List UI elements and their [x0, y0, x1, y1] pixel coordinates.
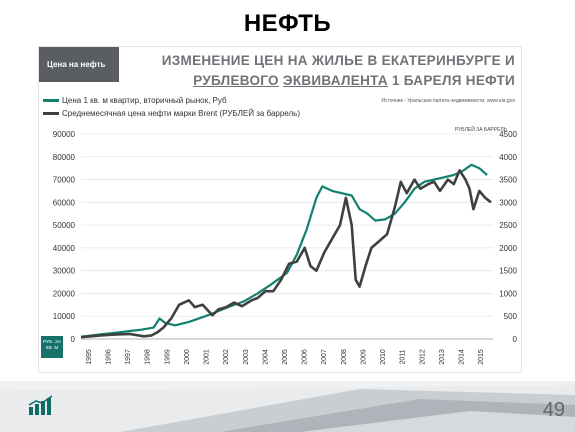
chart-title: ИЗМЕНЕНИЕ ЦЕН НА ЖИЛЬЕ В ЕКАТЕРИНБУРГЕ И… — [155, 51, 515, 91]
y-left-tick-label: 30000 — [53, 267, 76, 276]
y-right-tick-label: 4000 — [499, 153, 517, 162]
legend-label-housing: Цена 1 кв. м квартир, вторичный рынок, Р… — [62, 96, 227, 105]
slide-title: НЕФТЬ — [243, 10, 332, 37]
left-axis-unit: РУБ. ЗА КВ. М — [41, 336, 63, 358]
legend-swatch-oil — [43, 112, 59, 115]
x-tick-label: 2009 — [360, 349, 367, 365]
x-tick-label: 2001 — [204, 349, 211, 365]
y-left-tick-label: 60000 — [53, 198, 76, 207]
x-tick-label: 2008 — [341, 349, 348, 365]
source-note: Источник - Уральская палата недвижимости… — [381, 98, 515, 104]
x-tick-label: 2005 — [282, 349, 289, 365]
x-tick-label: 2010 — [380, 349, 387, 365]
y-left-tick-label: 20000 — [53, 289, 76, 298]
y-right-tick-label: 2000 — [499, 244, 517, 253]
x-tick-label: 2011 — [400, 349, 407, 364]
chart-logo-icon — [28, 395, 53, 415]
y-right-tick-label: 2500 — [499, 221, 517, 230]
legend-item-housing: Цена 1 кв. м квартир, вторичный рынок, Р… — [43, 94, 300, 107]
y-right-tick-label: 4500 — [499, 130, 517, 139]
chart-card: 0 10000 20000 30000 40000 50000 60000 70000 8000… — [38, 46, 522, 373]
x-tick-label: 2007 — [321, 349, 328, 365]
y-left-tick-label: 40000 — [53, 244, 76, 253]
y-left-tick-label: 90000 — [53, 130, 76, 139]
legend-label-oil: Среднемесячная цена нефти марки Brent (Р… — [62, 109, 300, 118]
x-tick-label: 2013 — [439, 349, 446, 365]
page-number: 49 — [542, 399, 565, 421]
x-tick-label: 1997 — [125, 349, 132, 365]
footer-band — [0, 381, 575, 432]
chart-tag: Цена на нефть — [39, 47, 119, 82]
chart-title-line2: РУБЛЕВОГО ЭКВИВАЛЕНТА 1 БАРЕЛЯ НЕФТИ — [155, 71, 515, 91]
y-right-tick-label: 1500 — [499, 267, 517, 276]
line-chart: 0100002000030000400005000060000700008000… — [53, 130, 518, 365]
y-right-tick-label: 500 — [504, 312, 518, 321]
legend-item-oil: Среднемесячная цена нефти марки Brent (Р… — [43, 107, 300, 120]
x-tick-label: 1998 — [145, 349, 152, 365]
series-line-housing — [80, 163, 488, 338]
y-left-tick-label: 10000 — [53, 312, 76, 321]
y-right-tick-label: 3000 — [499, 198, 517, 207]
x-tick-label: 2006 — [302, 349, 309, 365]
x-tick-label: 2004 — [262, 349, 269, 365]
x-tick-label: 2003 — [243, 349, 250, 365]
y-left-tick-label: 0 — [71, 335, 76, 344]
y-right-tick-label: 3500 — [499, 176, 517, 185]
y-right-tick-label: 0 — [513, 335, 518, 344]
x-tick-label: 1996 — [105, 349, 112, 365]
title-underlined-word1: РУБЛЕВОГО — [193, 73, 279, 88]
y-left-tick-label: 70000 — [53, 176, 76, 185]
x-tick-label: 2000 — [184, 349, 191, 365]
title-rest: 1 БАРЕЛЯ НЕФТИ — [391, 73, 515, 88]
chart-title-line1: ИЗМЕНЕНИЕ ЦЕН НА ЖИЛЬЕ В ЕКАТЕРИНБУРГЕ И — [161, 53, 515, 68]
x-tick-label: 2002 — [223, 349, 230, 365]
x-tick-label: 2012 — [419, 349, 426, 365]
legend-swatch-housing — [43, 99, 59, 102]
legend: Цена 1 кв. м квартир, вторичный рынок, Р… — [43, 94, 300, 120]
title-underlined-word2: ЭКВИВАЛЕНТА — [282, 73, 388, 88]
x-tick-label: 2015 — [478, 349, 485, 365]
right-axis-unit: РУБЛЕЙ ЗА БАРРЕЛЬ — [454, 127, 507, 133]
y-left-tick-label: 80000 — [53, 153, 76, 162]
series-line-oil — [80, 169, 492, 339]
x-tick-label: 2014 — [459, 349, 466, 365]
x-tick-label: 1995 — [86, 349, 93, 365]
y-left-tick-label: 50000 — [53, 221, 76, 230]
y-right-tick-label: 1000 — [499, 289, 517, 298]
x-tick-label: 1999 — [164, 349, 171, 365]
